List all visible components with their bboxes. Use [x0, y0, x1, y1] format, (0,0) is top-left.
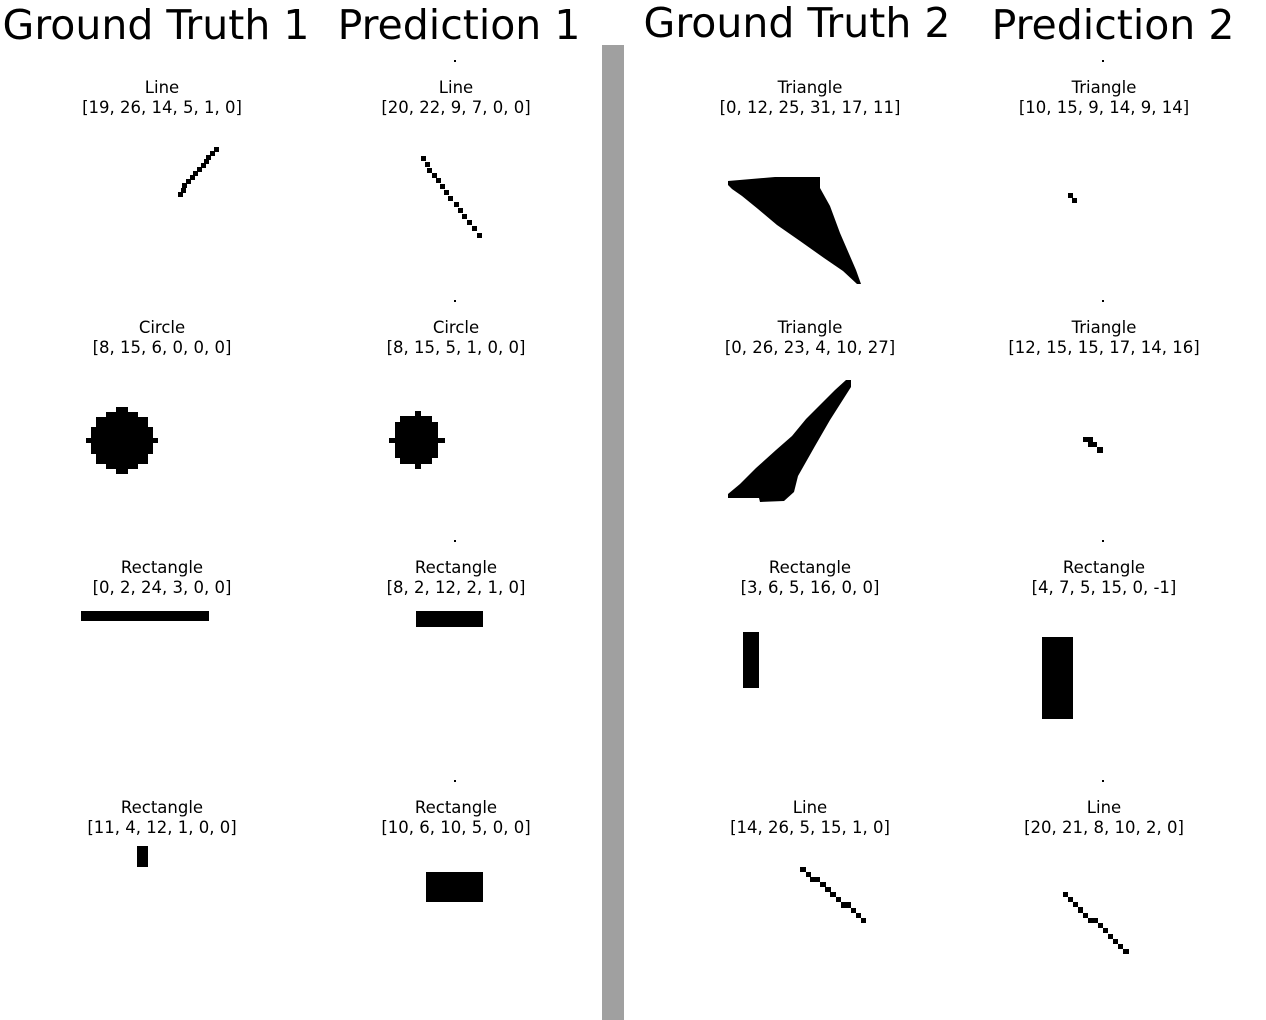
pred1-row4-rectangle-shape: [426, 872, 483, 902]
gt2-row1-label: Triangle: [777, 78, 843, 97]
gt1-row2-params: [8, 15, 6, 0, 0, 0]: [92, 338, 232, 357]
gt2-row2-label: Triangle: [777, 318, 843, 337]
pred2-row1-params: [10, 15, 9, 14, 9, 14]: [1018, 98, 1190, 117]
pred1-row1-label: Line: [438, 78, 474, 97]
gt1-row4-rectangle-shape: [137, 846, 148, 867]
gt2-row3-label: Rectangle: [768, 558, 852, 577]
pred2-row4-label: Line: [1086, 798, 1122, 817]
pred2-row4-params: [20, 21, 8, 10, 2, 0]: [1024, 818, 1184, 837]
pred2-row1-label: Triangle: [1071, 78, 1137, 97]
gt2-row4-line-shape: [800, 867, 866, 923]
prediction-1-header: Prediction 1: [337, 1, 581, 49]
ground-truth-2-header: Ground Truth 2: [643, 0, 951, 47]
gt2-row1-params: [0, 12, 25, 31, 17, 11]: [719, 98, 901, 117]
pred2-row2-label: Triangle: [1071, 318, 1137, 337]
ground-truth-1-header: Ground Truth 1: [2, 1, 310, 49]
gt1-row4-params: [11, 4, 12, 1, 0, 0]: [87, 818, 237, 837]
pred1-row3-rectangle-shape: [416, 611, 483, 627]
gt1-row1-label: Line: [144, 78, 180, 97]
pred2-row2-params: [12, 15, 15, 17, 14, 16]: [1008, 338, 1200, 357]
pred2-row3-label: Rectangle: [1062, 558, 1146, 577]
pred1-row1-params: [20, 22, 9, 7, 0, 0]: [381, 98, 531, 117]
pred2-row4-line-shape: [1063, 892, 1129, 954]
pred1-row1-line-shape: [421, 156, 482, 238]
pred1-row2-label: Circle: [432, 318, 480, 337]
gt1-row3-label: Rectangle: [120, 558, 204, 577]
pred1-row3-label: Rectangle: [414, 558, 498, 577]
gt2-row1-triangle-shape: [728, 177, 861, 284]
pred1-row2-circle-shape: [389, 411, 445, 469]
gt1-row2-circle-shape: [86, 407, 158, 474]
marker-dot: [1102, 780, 1104, 782]
gt1-row1-params: [19, 26, 14, 5, 1, 0]: [82, 98, 242, 117]
gt2-row4-label: Line: [792, 798, 828, 817]
marker-dot: [454, 540, 456, 542]
marker-dot: [454, 60, 456, 62]
gt1-row3-rectangle-shape: [81, 611, 209, 621]
gt2-row3-params: [3, 6, 5, 16, 0, 0]: [740, 578, 880, 597]
pred2-row2-triangle-shape: [1083, 437, 1103, 453]
marker-dot: [1102, 540, 1104, 542]
gt2-row3-rectangle-shape: [743, 632, 759, 688]
pred2-row3-params: [4, 7, 5, 15, 0, -1]: [1031, 578, 1177, 597]
prediction-2-header: Prediction 2: [991, 1, 1235, 49]
marker-dot: [1102, 300, 1104, 302]
gt1-row2-label: Circle: [138, 318, 186, 337]
marker-dot: [454, 300, 456, 302]
column-divider: [602, 45, 624, 1020]
pred1-row3-params: [8, 2, 12, 2, 1, 0]: [386, 578, 526, 597]
gt2-row2-params: [0, 26, 23, 4, 10, 27]: [724, 338, 896, 357]
gt2-row4-params: [14, 26, 5, 15, 1, 0]: [730, 818, 890, 837]
gt1-row4-label: Rectangle: [120, 798, 204, 817]
pred1-row2-params: [8, 15, 5, 1, 0, 0]: [386, 338, 526, 357]
pred2-row3-rectangle-shape: [1042, 637, 1073, 719]
pred1-row4-params: [10, 6, 10, 5, 0, 0]: [381, 818, 531, 837]
marker-dot: [454, 780, 456, 782]
gt2-row2-triangle-shape: [728, 380, 851, 502]
marker-dot: [1102, 60, 1104, 62]
gt1-row1-line-shape: [178, 147, 219, 197]
gt1-row3-params: [0, 2, 24, 3, 0, 0]: [92, 578, 232, 597]
pred2-row1-triangle-shape: [1068, 193, 1077, 203]
pred1-row4-label: Rectangle: [414, 798, 498, 817]
